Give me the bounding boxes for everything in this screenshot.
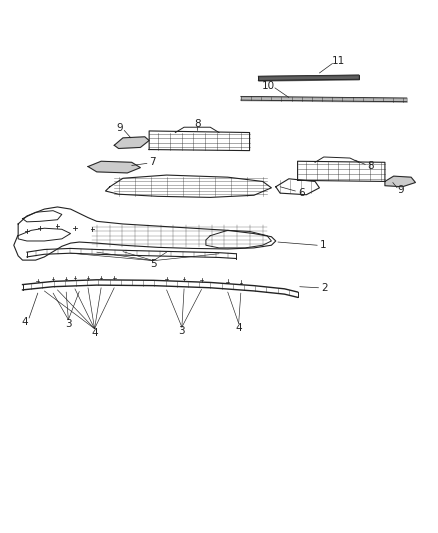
Text: 6: 6 (298, 188, 304, 198)
Text: 4: 4 (21, 317, 28, 327)
Text: 8: 8 (194, 119, 201, 129)
Text: 5: 5 (150, 259, 157, 269)
Text: 4: 4 (235, 322, 242, 333)
Text: 11: 11 (332, 56, 345, 66)
Text: 4: 4 (91, 328, 98, 338)
Text: 3: 3 (179, 326, 185, 336)
Text: 10: 10 (262, 81, 276, 91)
Polygon shape (385, 176, 416, 187)
Text: 2: 2 (321, 283, 328, 293)
Polygon shape (114, 137, 149, 149)
Text: 8: 8 (367, 161, 374, 171)
Text: 9: 9 (116, 123, 123, 133)
Polygon shape (88, 161, 141, 173)
Text: 1: 1 (320, 240, 326, 250)
Text: 9: 9 (397, 185, 404, 195)
Text: 7: 7 (149, 157, 156, 167)
Text: 3: 3 (65, 319, 72, 329)
